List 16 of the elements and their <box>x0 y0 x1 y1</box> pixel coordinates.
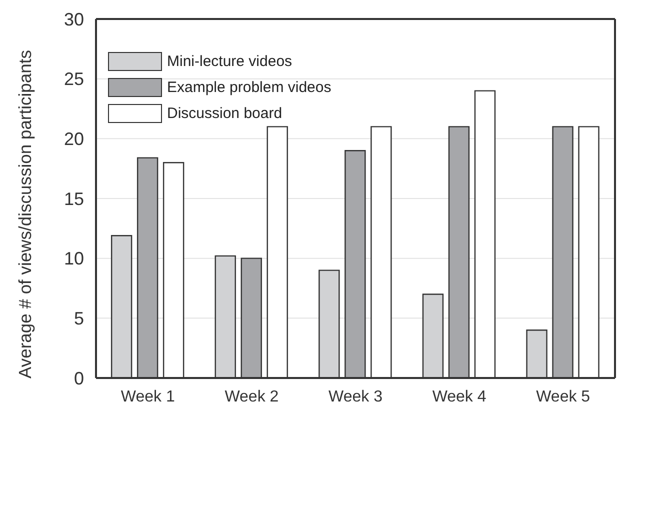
y-tick-label: 25 <box>64 69 84 90</box>
y-tick-label: 5 <box>74 308 84 329</box>
x-tick-label: Week 2 <box>224 388 279 406</box>
x-tick-label: Week 5 <box>536 388 590 406</box>
x-tick-label: Week 3 <box>328 388 383 406</box>
legend-label: Example problem videos <box>167 78 332 96</box>
legend-label: Discussion board <box>167 104 282 122</box>
x-tick-label: Week 1 <box>120 388 175 406</box>
y-tick-label: 30 <box>64 9 84 30</box>
y-tick-label: 0 <box>74 368 84 388</box>
y-tick-label: 10 <box>64 248 84 269</box>
y-axis-title: Average # of views/discussion participants <box>15 50 36 378</box>
legend-label: Mini-lecture videos <box>167 52 292 70</box>
x-tick-label: Week 4 <box>432 388 486 406</box>
y-tick-label: 20 <box>64 129 84 150</box>
y-tick-label: 15 <box>64 188 84 209</box>
